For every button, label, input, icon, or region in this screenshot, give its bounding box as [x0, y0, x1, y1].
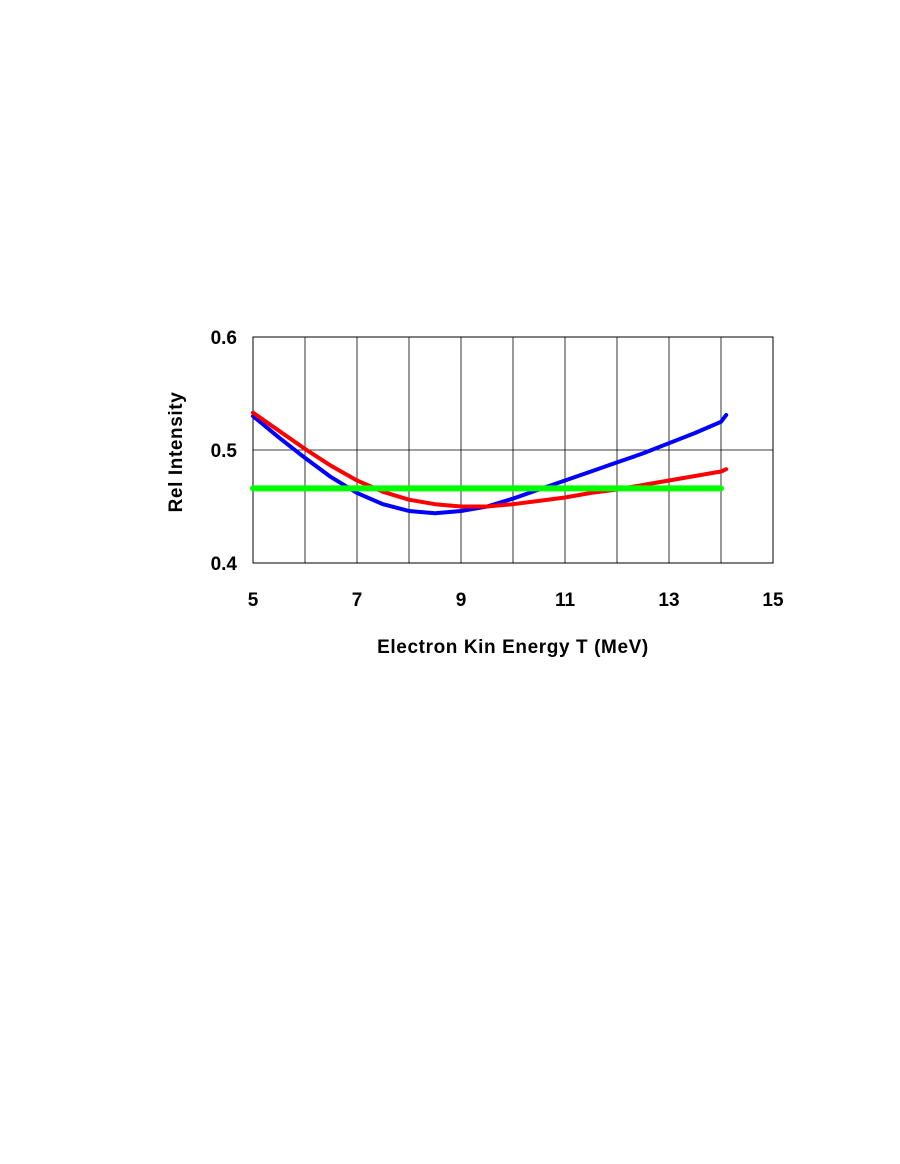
x-axis-tick-labels: 5 7 9 11 13 15	[248, 590, 784, 611]
y-axis-tick-labels: 0.4 0.5 0.6	[211, 328, 238, 575]
series-line-2	[251, 410, 729, 509]
x-tick-label: 9	[456, 590, 467, 611]
series-line-1	[251, 413, 729, 516]
y-tick-label: 0.4	[211, 554, 238, 575]
x-tick-label: 15	[762, 590, 784, 611]
y-axis-title: Rel Intensity	[166, 392, 187, 513]
series-lines	[250, 410, 729, 516]
x-tick-label: 11	[555, 590, 576, 611]
y-tick-label: 0.6	[211, 328, 237, 349]
x-tick-label: 13	[658, 590, 679, 611]
y-tick-label: 0.5	[211, 441, 238, 462]
plot-area	[250, 336, 774, 564]
x-tick-label: 5	[248, 590, 259, 611]
x-axis-title: Electron Kin Energy T (MeV)	[377, 637, 649, 658]
x-tick-label: 7	[352, 590, 363, 611]
gridlines	[253, 337, 773, 563]
